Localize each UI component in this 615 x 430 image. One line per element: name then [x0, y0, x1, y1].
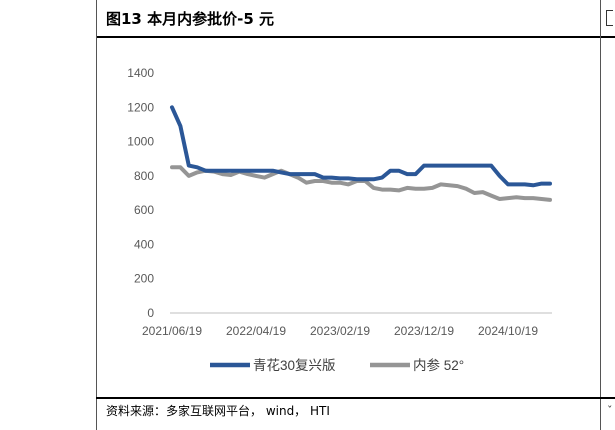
y-tick-label: 0: [147, 306, 154, 320]
series-layer: [170, 105, 552, 202]
y-tick-label: 1400: [127, 66, 154, 80]
y-tick-label: 800: [134, 169, 154, 183]
left-border: [96, 0, 97, 430]
right-border: [600, 0, 601, 430]
x-tick-label: 2023/12/19: [394, 324, 454, 338]
source-divider: [96, 397, 615, 399]
legend-label: 青花30复兴版: [253, 357, 336, 373]
figure-title: 图13 本月内参批价-5 元: [106, 10, 274, 28]
x-axis: 2021/06/19 2022/04/19 2023/02/19 2023/12/19…: [142, 324, 538, 338]
x-tick-label: 2024/10/19: [478, 324, 538, 338]
x-tick-label: 2022/04/19: [226, 324, 286, 338]
x-tick-label: 2021/06/19: [142, 324, 202, 338]
y-axis: 0 200 400 600 800 1000 1200 1400: [127, 66, 154, 320]
y-tick-label: 1000: [127, 135, 154, 149]
legend: 青花30复兴版 内参 52°: [210, 357, 464, 373]
y-tick-label: 200: [134, 272, 154, 286]
y-tick-label: 600: [134, 203, 154, 217]
legend-label: 内参 52°: [413, 357, 464, 373]
adjacent-panel-fragment: [606, 10, 613, 26]
x-tick-label: 2023/02/19: [310, 324, 370, 338]
title-divider: [96, 36, 615, 38]
adjacent-panel-fragment-mark: ˇ: [607, 404, 613, 417]
y-tick-label: 400: [134, 237, 154, 251]
source-note: 资料来源：多家互联网平台， wind， HTI: [106, 404, 330, 418]
y-tick-label: 1200: [127, 100, 154, 114]
series-line: [170, 105, 552, 188]
